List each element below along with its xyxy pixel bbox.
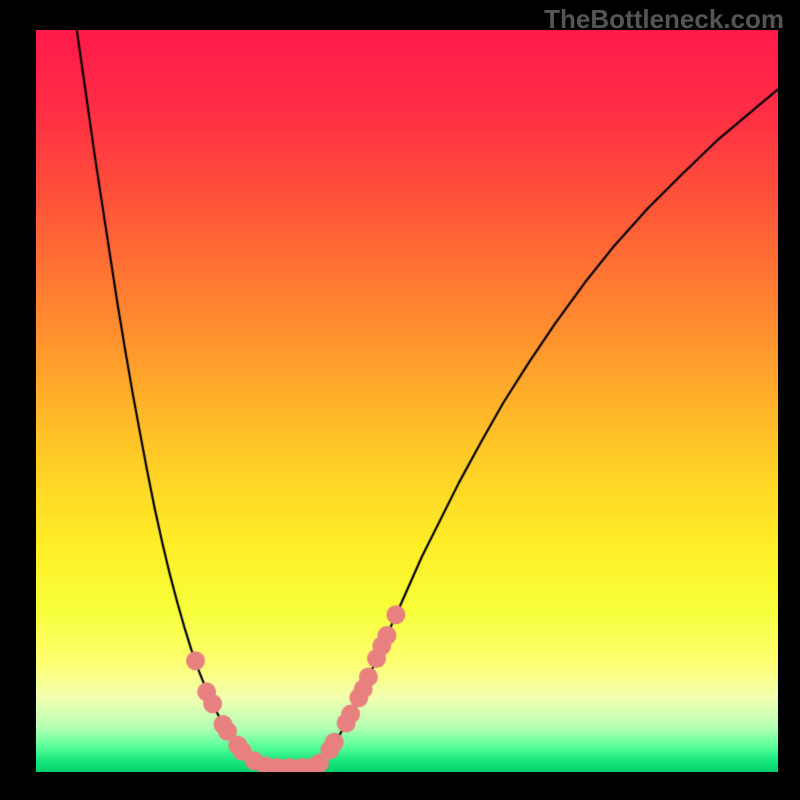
plot-panel: [36, 30, 778, 772]
attribution-watermark: TheBottleneck.com: [544, 4, 784, 35]
chart-stage: TheBottleneck.com: [0, 0, 800, 800]
plot-canvas: [36, 30, 778, 772]
